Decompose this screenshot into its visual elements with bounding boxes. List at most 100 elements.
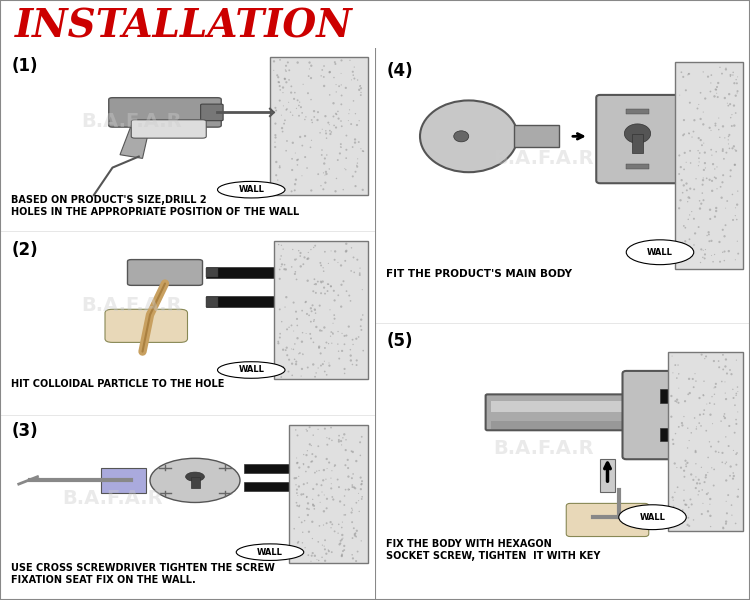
Point (310, 479, 322, 489)
Point (700, 470, 712, 480)
Point (674, 151, 686, 160)
Point (690, 459, 702, 469)
Point (289, 473, 301, 483)
Text: USE CROSS SCREWDRIVER TIGHTEN THE SCREW
FIXATION SEAT FIX ON THE WALL.: USE CROSS SCREWDRIVER TIGHTEN THE SCREW … (11, 563, 275, 585)
Text: B.A.F.A.R: B.A.F.A.R (494, 149, 594, 168)
Point (346, 142, 358, 152)
Point (698, 119, 709, 129)
Point (720, 394, 732, 404)
Point (269, 103, 281, 113)
Point (302, 499, 314, 508)
Point (346, 508, 358, 517)
Point (340, 485, 352, 494)
Point (355, 473, 367, 482)
Point (687, 475, 699, 485)
Point (297, 490, 309, 499)
Point (326, 466, 338, 476)
Point (353, 116, 365, 125)
Point (669, 397, 681, 406)
Point (349, 134, 361, 144)
Point (337, 546, 349, 556)
Point (730, 91, 742, 100)
Point (318, 159, 330, 169)
Point (716, 69, 728, 79)
Point (298, 459, 310, 469)
Point (709, 92, 721, 101)
Bar (244, 482, 289, 491)
Point (328, 527, 340, 536)
Point (706, 236, 718, 245)
Point (669, 360, 681, 370)
Point (312, 537, 324, 547)
Point (694, 196, 706, 206)
Point (689, 447, 701, 457)
Point (717, 122, 729, 131)
Point (289, 339, 301, 349)
Point (714, 257, 726, 266)
Point (720, 517, 732, 526)
Point (300, 425, 312, 434)
Point (316, 65, 328, 75)
Point (291, 320, 303, 330)
Point (712, 78, 724, 88)
Point (678, 164, 690, 174)
Point (286, 371, 298, 380)
Point (312, 363, 324, 373)
Point (694, 393, 706, 403)
Point (732, 407, 744, 417)
Point (349, 74, 361, 83)
Point (296, 337, 308, 347)
Bar (244, 464, 289, 473)
Point (684, 388, 696, 398)
Point (291, 314, 303, 324)
Point (344, 485, 355, 494)
Point (689, 369, 701, 379)
Text: (3): (3) (11, 422, 38, 440)
Text: BASED ON PRODUCT'S SIZE,DRILL 2
HOLES IN THE APPROPRIATE POSITION OF THE WALL: BASED ON PRODUCT'S SIZE,DRILL 2 HOLES IN… (11, 195, 299, 217)
Point (285, 82, 297, 91)
Point (317, 168, 329, 178)
Text: WALL: WALL (647, 248, 673, 257)
Point (356, 476, 368, 486)
Point (346, 359, 358, 369)
Ellipse shape (217, 181, 285, 198)
Point (283, 98, 295, 107)
Point (683, 521, 695, 531)
Point (321, 494, 333, 503)
Point (668, 502, 680, 511)
Point (346, 505, 358, 515)
Point (345, 351, 357, 361)
Point (304, 422, 316, 432)
Point (700, 473, 712, 482)
Point (289, 179, 301, 189)
Point (702, 72, 714, 82)
Point (332, 346, 344, 356)
Point (284, 65, 296, 75)
Point (730, 255, 742, 265)
Point (322, 286, 334, 296)
Point (304, 64, 316, 74)
Point (314, 326, 326, 335)
Point (328, 98, 340, 108)
Point (732, 187, 744, 196)
Point (709, 172, 721, 182)
Point (292, 246, 304, 256)
Point (278, 265, 290, 274)
Point (710, 173, 722, 183)
Point (293, 502, 305, 511)
Point (700, 489, 712, 499)
Point (338, 364, 350, 374)
Point (268, 65, 280, 75)
Point (329, 187, 341, 196)
Point (321, 464, 333, 473)
Point (306, 517, 318, 527)
Point (288, 326, 300, 336)
Point (326, 436, 338, 445)
Point (355, 83, 367, 93)
Point (304, 58, 316, 67)
Point (309, 305, 321, 315)
Point (719, 388, 731, 398)
Text: WALL: WALL (238, 365, 264, 374)
Point (322, 545, 334, 555)
Point (352, 158, 364, 168)
